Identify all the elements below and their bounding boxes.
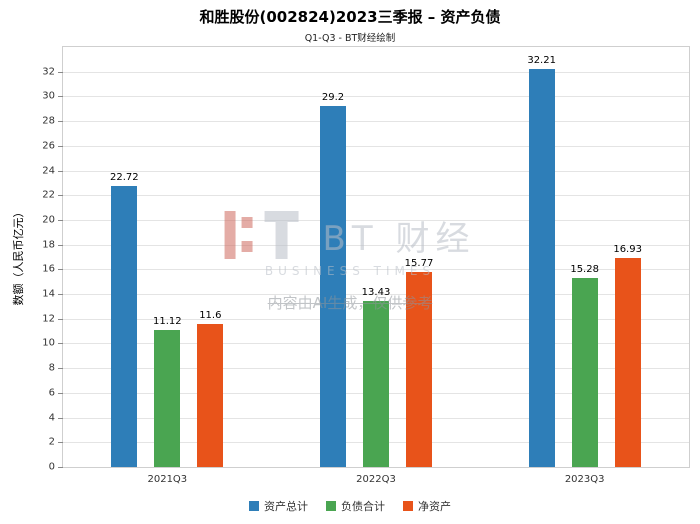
y-tick-mark: [58, 417, 63, 419]
y-tick-label: 26: [42, 140, 55, 152]
bar-value-label: 22.72: [110, 172, 139, 184]
legend-label: 净资产: [418, 500, 451, 513]
y-tick-mark: [58, 442, 63, 444]
legend-item-资产总计: 资产总计: [249, 498, 308, 514]
gridline: [63, 121, 689, 123]
y-tick-label: 12: [42, 313, 55, 325]
bar-value-label: 29.2: [321, 92, 345, 104]
legend-label: 负债合计: [341, 500, 385, 513]
y-tick-mark: [58, 244, 63, 246]
y-tick-mark: [58, 343, 63, 345]
bar-value-label: 32.21: [527, 55, 556, 67]
legend-label: 资产总计: [264, 500, 308, 513]
y-tick-mark: [58, 121, 63, 123]
gridline: [63, 269, 689, 271]
y-tick-mark: [58, 318, 63, 320]
bar-净资产-2021Q3: [197, 323, 224, 467]
y-tick-label: 8: [48, 362, 55, 374]
bar-负债合计-2023Q3: [571, 278, 598, 467]
bar-资产总计-2021Q3: [111, 186, 138, 467]
gridline: [63, 244, 689, 246]
y-tick-mark: [58, 71, 63, 73]
legend-swatch-icon: [403, 501, 413, 511]
y-tick-label: 10: [42, 337, 55, 349]
legend-item-负债合计: 负债合计: [326, 498, 385, 514]
x-tick-label: 2021Q3: [147, 474, 188, 485]
legend-swatch-icon: [326, 501, 336, 511]
y-tick-label: 28: [42, 115, 55, 127]
y-tick-mark: [58, 392, 63, 394]
gridline: [63, 219, 689, 221]
y-tick-mark: [58, 96, 63, 98]
y-tick-label: 14: [42, 288, 55, 300]
gridline: [63, 71, 689, 73]
bar-资产总计-2022Q3: [320, 106, 346, 467]
gridline: [63, 96, 689, 98]
bar-value-label: 15.28: [570, 264, 599, 276]
bar-净资产-2022Q3: [406, 272, 432, 467]
y-tick-label: 6: [48, 387, 55, 399]
bar-value-label: 11.12: [153, 315, 182, 327]
y-tick-label: 4: [48, 412, 55, 424]
chart-title: 和胜股份(002824)2023三季报 – 资产负债: [199, 8, 501, 26]
bar-资产总计-2023Q3: [528, 69, 555, 467]
gridline: [63, 170, 689, 172]
y-tick-label: 20: [42, 214, 55, 226]
y-tick-mark: [58, 170, 63, 172]
plot-area: 0 2 4 6 8 10 12 14 16 18 20 22 24 26 28 30 32 22.72 11.12 1…: [42, 46, 690, 485]
y-tick-mark: [58, 219, 63, 221]
y-tick-label: 0: [48, 461, 55, 473]
chart-subtitle: Q1-Q3 - BT财经绘制: [304, 33, 396, 44]
legend: 资产总计 负债合计 净资产: [0, 498, 700, 514]
x-tick-label: 2022Q3: [356, 474, 396, 485]
y-tick-label: 24: [42, 165, 55, 177]
bar-负债合计-2021Q3: [154, 329, 181, 467]
gridline: [63, 145, 689, 147]
y-tick-mark: [58, 195, 63, 197]
bar-value-label: 11.6: [199, 309, 222, 321]
y-tick-label: 18: [42, 239, 55, 251]
bar-净资产-2023Q3: [614, 257, 641, 467]
bar-value-label: 13.43: [361, 287, 391, 299]
y-tick-label: 16: [42, 263, 55, 275]
y-tick-mark: [58, 467, 63, 468]
y-tick-label: 22: [42, 189, 55, 201]
bar-value-label: 16.93: [613, 243, 642, 255]
y-tick-mark: [58, 145, 63, 147]
gridline: [63, 294, 689, 296]
y-axis-label: 数额（人民币亿元）: [12, 206, 25, 306]
y-tick-mark: [58, 368, 63, 370]
y-tick-label: 2: [48, 436, 55, 448]
bar-value-label: 15.77: [404, 258, 434, 270]
y-tick-label: 30: [42, 90, 55, 102]
gridline: [63, 195, 689, 197]
legend-swatch-icon: [249, 501, 259, 511]
y-tick-mark: [58, 269, 63, 271]
bar-负债合计-2022Q3: [363, 301, 389, 467]
legend-item-净资产: 净资产: [403, 498, 451, 514]
y-tick-label: 32: [42, 66, 55, 78]
y-tick-mark: [58, 294, 63, 296]
x-tick-label: 2023Q3: [564, 474, 605, 485]
